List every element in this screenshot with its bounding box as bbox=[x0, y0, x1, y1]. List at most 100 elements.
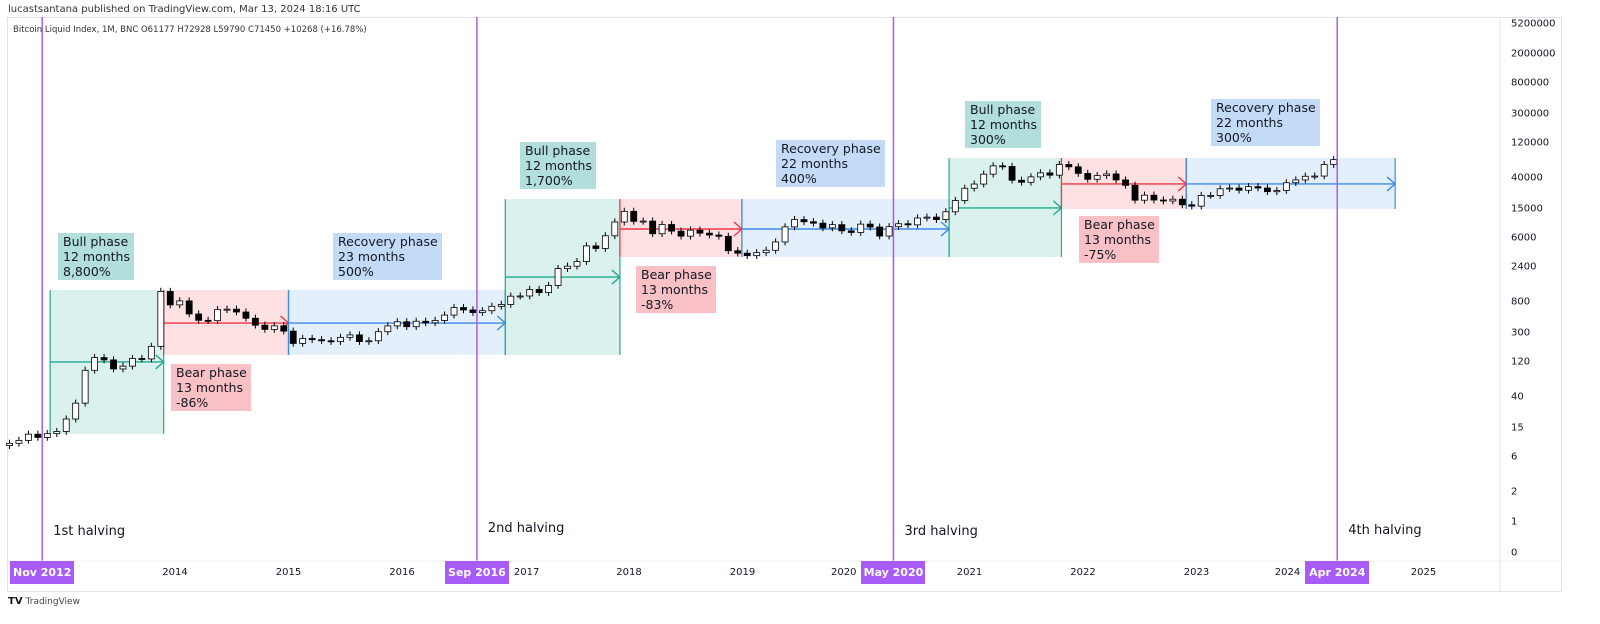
candle bbox=[734, 247, 742, 257]
candle bbox=[554, 265, 562, 289]
candle-body bbox=[1159, 199, 1167, 202]
candle bbox=[81, 366, 89, 407]
candle bbox=[62, 415, 70, 435]
candle-body bbox=[828, 224, 836, 229]
candle-body bbox=[1055, 164, 1063, 176]
candle-body bbox=[6, 442, 13, 447]
publisher-line: lucastsantana published on TradingView.c… bbox=[8, 4, 361, 15]
candle bbox=[630, 207, 638, 225]
halving-date-badge[interactable]: Nov 2012 bbox=[10, 561, 75, 584]
candle-body bbox=[583, 245, 590, 262]
candle bbox=[583, 242, 590, 265]
candle-body bbox=[280, 325, 288, 332]
phase-label-line: 12 months bbox=[63, 249, 130, 264]
candle bbox=[1226, 184, 1234, 193]
candle-body bbox=[460, 307, 467, 311]
candle bbox=[431, 316, 439, 327]
candle bbox=[166, 287, 174, 309]
candle-body bbox=[791, 219, 798, 228]
y-axis-tick: 800 bbox=[1511, 296, 1531, 308]
halving-date-badge[interactable]: Sep 2016 bbox=[444, 561, 509, 584]
candle bbox=[24, 430, 32, 444]
candle-body bbox=[1122, 179, 1129, 186]
candle-body bbox=[696, 229, 704, 234]
y-axis-tick: 120000 bbox=[1511, 137, 1550, 149]
candle-body bbox=[1311, 175, 1319, 178]
candle-body bbox=[857, 223, 865, 233]
phase-label-bull: Bull phase 12 months 1,700% bbox=[520, 142, 596, 189]
candle bbox=[668, 220, 675, 235]
candle bbox=[1264, 184, 1271, 196]
tradingview-logo[interactable]: TV TradingView bbox=[8, 596, 80, 607]
phase-label-line: -75% bbox=[1084, 247, 1117, 262]
candle bbox=[1311, 172, 1319, 180]
candle bbox=[72, 399, 80, 423]
candle-body bbox=[308, 338, 316, 341]
candle bbox=[365, 337, 373, 345]
candle-body bbox=[119, 365, 127, 370]
candle bbox=[1159, 196, 1167, 205]
candle-body bbox=[923, 216, 931, 219]
phase-bull bbox=[948, 157, 1063, 257]
candle bbox=[119, 362, 127, 373]
candle bbox=[649, 217, 657, 238]
candle-body bbox=[176, 300, 184, 306]
candle bbox=[242, 308, 250, 322]
candle bbox=[129, 354, 136, 370]
candle bbox=[696, 226, 704, 237]
candle-body bbox=[573, 261, 581, 267]
phase-label-line: 22 months bbox=[781, 156, 848, 171]
candle-body bbox=[1112, 173, 1120, 181]
phase-recovery bbox=[1185, 157, 1397, 209]
candle bbox=[289, 327, 297, 347]
x-axis-tick: 2015 bbox=[275, 567, 302, 578]
candle-body bbox=[1150, 194, 1158, 201]
candle-body bbox=[658, 224, 666, 235]
candle-body bbox=[204, 319, 212, 322]
candle-body bbox=[100, 357, 108, 361]
candle bbox=[743, 249, 751, 259]
phase-label-recovery: Recovery phase 22 months 300% bbox=[1211, 99, 1320, 146]
candle-body bbox=[1245, 186, 1252, 191]
candle-body bbox=[630, 210, 638, 222]
candle bbox=[34, 430, 42, 441]
candle bbox=[1254, 183, 1262, 192]
halving-date-badge[interactable]: Apr 2024 bbox=[1305, 561, 1370, 584]
phase-label-line: -86% bbox=[176, 395, 209, 410]
candle-body bbox=[989, 165, 997, 175]
candle-body bbox=[365, 340, 373, 343]
y-axis-tick: 2 bbox=[1511, 486, 1518, 498]
y-axis-tick: 6 bbox=[1511, 451, 1518, 463]
candle-body bbox=[497, 304, 505, 307]
candle bbox=[91, 353, 99, 374]
candle bbox=[535, 285, 543, 296]
phase-label-line: 13 months bbox=[1084, 232, 1151, 247]
candle-body bbox=[999, 165, 1007, 168]
x-axis-tick: 2024 bbox=[1274, 567, 1301, 578]
candle-body bbox=[1103, 173, 1111, 177]
candle-body bbox=[705, 232, 713, 236]
candle-body bbox=[838, 224, 846, 232]
candle-body bbox=[1292, 179, 1300, 184]
candle-body bbox=[942, 211, 950, 221]
candle bbox=[687, 226, 694, 240]
candle bbox=[999, 162, 1007, 170]
candle-body bbox=[564, 265, 571, 269]
candle-body bbox=[34, 433, 42, 438]
candle-body bbox=[592, 245, 600, 249]
candle-body bbox=[91, 357, 99, 371]
candle-body bbox=[516, 295, 524, 298]
candle bbox=[110, 356, 117, 373]
candle bbox=[1046, 169, 1054, 179]
candle-body bbox=[980, 173, 988, 185]
halving-date-badge[interactable]: May 2020 bbox=[861, 561, 926, 584]
candle bbox=[6, 439, 13, 449]
candle-body bbox=[242, 311, 250, 319]
candle-body bbox=[895, 223, 902, 228]
candle bbox=[223, 305, 231, 313]
phase-label-bull: Bull phase 12 months 300% bbox=[965, 101, 1041, 148]
halving-label: 1st halving bbox=[53, 524, 126, 539]
candle bbox=[1197, 191, 1205, 210]
candle bbox=[895, 220, 902, 231]
